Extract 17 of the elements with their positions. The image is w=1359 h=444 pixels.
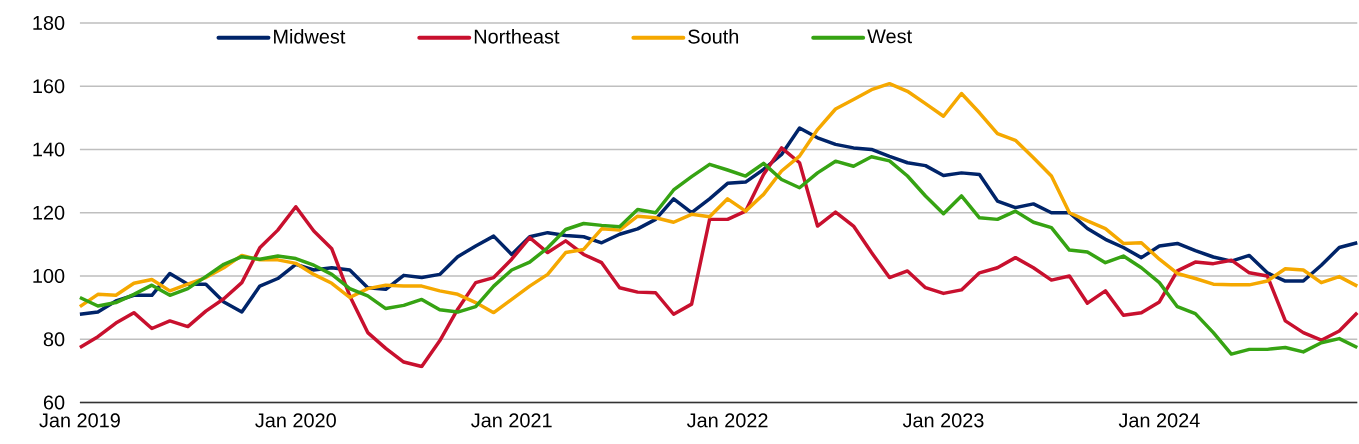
x-tick-label: Jan 2021 <box>471 413 552 428</box>
x-tick-label: Jan 2020 <box>255 413 336 428</box>
x-tick-label: Jan 2023 <box>902 413 984 428</box>
legend-label: South <box>688 28 739 44</box>
y-tick-label: 140 <box>33 142 65 157</box>
legend-label: Northeast <box>474 28 560 44</box>
y-tick-label: 120 <box>33 205 65 220</box>
y-tick-label: 80 <box>43 331 65 347</box>
x-tick-label: Jan 2019 <box>39 413 120 428</box>
x-tick-label: Jan 2022 <box>686 413 768 428</box>
y-tick-label: 180 <box>33 15 65 30</box>
legend-label: West <box>867 29 912 44</box>
x-tick-label: Jan 2024 <box>1118 413 1200 428</box>
y-tick-label: 160 <box>33 78 65 94</box>
legend-label: Midwest <box>274 28 346 44</box>
y-tick-label: 100 <box>33 268 65 283</box>
y-tick-label: 60 <box>43 395 65 410</box>
